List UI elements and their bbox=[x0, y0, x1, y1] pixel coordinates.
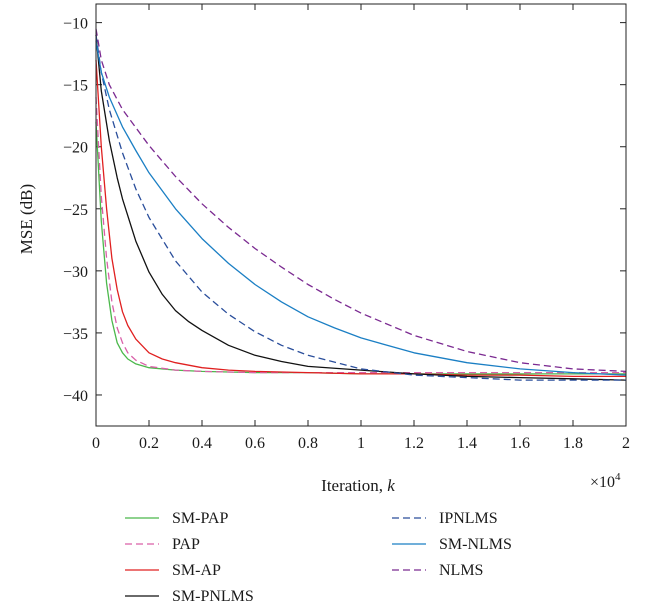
x-tick-label: 1.6 bbox=[510, 435, 530, 452]
x-tick-label: 0.2 bbox=[139, 435, 159, 452]
x-multiplier-exponent: 4 bbox=[615, 471, 621, 483]
series-line-sm-nlms bbox=[95, 41, 627, 376]
x-tick-label: 0.8 bbox=[298, 435, 318, 452]
legend-label-pap: PAP bbox=[172, 536, 200, 553]
x-tick-label: 0.4 bbox=[192, 435, 212, 452]
series-line-pap bbox=[95, 97, 626, 374]
series-line-ipnlms bbox=[95, 34, 626, 381]
x-axis-label: Iteration, k bbox=[321, 476, 395, 495]
y-tick-label: −40 bbox=[63, 388, 88, 405]
series-line-sm-pap bbox=[95, 121, 626, 375]
y-tick-label: −25 bbox=[63, 202, 88, 219]
plot-frame bbox=[95, 3, 627, 427]
x-tick-label: 1.2 bbox=[404, 435, 424, 452]
x-tick-label: 0 bbox=[92, 435, 100, 452]
y-tick-label: −10 bbox=[63, 16, 88, 33]
x-tick-label: 1.8 bbox=[563, 435, 583, 452]
legend-label-sm-ap: SM-AP bbox=[172, 562, 221, 579]
y-tick-label: −35 bbox=[63, 326, 88, 343]
series-line-sm-ap bbox=[95, 59, 626, 378]
legend-label-sm-pnlms: SM-PNLMS bbox=[172, 588, 254, 605]
x-axis-label-var: k bbox=[387, 476, 395, 495]
y-axis-label: MSE (dB) bbox=[17, 184, 36, 254]
x-tick-label: 2 bbox=[622, 435, 630, 452]
y-tick-label: −20 bbox=[63, 140, 88, 157]
x-tick-labels: 0 0.2 0.4 0.6 0.8 1 1.2 1.4 1.6 1.8 2 bbox=[92, 435, 630, 452]
legend-label-nlms: NLMS bbox=[439, 562, 483, 579]
x-tick-label: 1 bbox=[357, 435, 365, 452]
tick-marks bbox=[95, 4, 627, 426]
y-tick-labels: −10 −15 −20 −25 −30 −35 −40 bbox=[63, 16, 88, 405]
series-line-sm-pnlms bbox=[95, 34, 627, 381]
legend-label-sm-nlms: SM-NLMS bbox=[439, 536, 512, 553]
legend: SM-PAP PAP SM-AP SM-PNLMS IPNLMS SM-NLMS NLMS bbox=[125, 510, 512, 605]
x-tick-label: 0.6 bbox=[245, 435, 265, 452]
x-axis-label-text: Iteration, bbox=[321, 476, 387, 495]
legend-label-sm-pap: SM-PAP bbox=[172, 510, 228, 527]
x-tick-label: 1.4 bbox=[457, 435, 477, 452]
series-lines bbox=[95, 28, 627, 381]
series-line-nlms bbox=[95, 28, 627, 373]
y-tick-label: −30 bbox=[63, 264, 88, 281]
y-tick-label: −15 bbox=[63, 78, 88, 95]
x-multiplier-label: ×104 bbox=[590, 471, 621, 491]
x-multiplier-base: ×10 bbox=[590, 474, 615, 491]
legend-label-ipnlms: IPNLMS bbox=[439, 510, 498, 527]
